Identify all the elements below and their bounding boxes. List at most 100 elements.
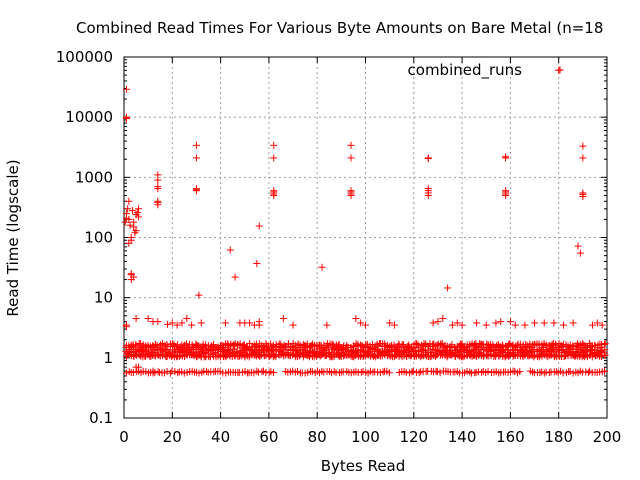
data-point <box>482 321 490 329</box>
data-point <box>258 368 266 376</box>
data-point <box>598 321 606 329</box>
x-tick-label: 140 <box>448 428 477 446</box>
data-point <box>565 345 573 353</box>
data-point <box>197 319 205 327</box>
x-tick-label: 100 <box>351 428 380 446</box>
legend-label: combined_runs <box>408 61 523 80</box>
data-point <box>132 227 140 235</box>
data-point <box>294 367 302 375</box>
data-point <box>183 315 191 323</box>
legend: combined_runs <box>408 61 564 80</box>
data-point <box>569 319 577 327</box>
data-point <box>593 319 601 327</box>
data-point <box>154 368 162 376</box>
data-point <box>163 320 171 328</box>
data-point <box>420 339 428 347</box>
data-point <box>222 369 230 377</box>
x-tick-label: 40 <box>211 428 230 446</box>
data-point <box>588 346 596 354</box>
data-point <box>424 155 432 163</box>
data-point <box>134 363 142 371</box>
tick-labels: 0 20 40 60 80 100 120 140 160 180 200 0.1 1 10 100 1000… <box>56 48 622 446</box>
data-points <box>121 66 609 377</box>
data-point <box>246 319 254 327</box>
data-point <box>322 352 330 360</box>
data-point <box>149 367 157 375</box>
data-point <box>130 223 138 231</box>
plot-frame <box>123 56 608 419</box>
data-point <box>125 215 133 223</box>
y-tick-label: 100 <box>84 229 113 247</box>
data-point <box>280 341 288 349</box>
data-point <box>129 368 137 376</box>
data-point <box>498 341 506 349</box>
data-point <box>347 141 355 149</box>
data-point <box>560 352 568 360</box>
data-point <box>506 318 514 326</box>
data-point <box>270 154 278 162</box>
data-point <box>415 369 423 377</box>
data-point <box>359 342 367 350</box>
data-point <box>173 321 181 329</box>
data-point <box>516 368 524 376</box>
data-point <box>502 154 510 162</box>
axes <box>123 56 608 419</box>
y-tick-label: 1 <box>103 349 113 367</box>
data-point <box>458 321 466 329</box>
data-point <box>128 207 136 215</box>
legend-marker-symbol <box>556 66 564 74</box>
data-point <box>182 347 190 355</box>
data-point <box>385 369 393 377</box>
data-point <box>589 321 597 329</box>
data-point <box>182 340 190 348</box>
data-point <box>453 319 461 327</box>
data-point <box>253 259 261 267</box>
data-point <box>352 315 360 323</box>
data-point <box>168 319 176 327</box>
data-point <box>174 369 182 377</box>
data-point <box>601 367 609 375</box>
data-point <box>379 368 387 376</box>
data-point <box>597 352 605 360</box>
data-point <box>409 367 417 375</box>
data-point <box>250 369 258 377</box>
data-point <box>192 187 200 195</box>
legend-marker <box>556 66 564 74</box>
data-point <box>572 351 580 359</box>
y-axis-label: Read Time (logscale) <box>4 159 22 316</box>
data-point <box>126 221 134 229</box>
data-point <box>408 368 416 376</box>
data-point <box>601 339 609 347</box>
data-point <box>323 321 331 329</box>
data-point <box>497 318 505 326</box>
data-point <box>576 249 584 257</box>
data-point <box>579 193 587 201</box>
data-point <box>154 201 162 209</box>
y-tick-label: 10 <box>94 289 113 307</box>
data-point <box>279 315 287 323</box>
data-point <box>188 321 196 329</box>
data-point <box>125 197 133 205</box>
y-tick-label: 100000 <box>56 48 113 66</box>
data-point <box>221 319 229 327</box>
data-point <box>289 321 297 329</box>
data-point <box>448 321 456 329</box>
data-point <box>270 141 278 149</box>
data-point <box>347 154 355 162</box>
data-point <box>412 340 420 348</box>
data-point <box>386 319 394 327</box>
x-tick-label: 200 <box>593 428 622 446</box>
data-point <box>121 218 129 226</box>
data-point <box>566 367 574 375</box>
data-point <box>318 263 326 271</box>
x-tick-label: 120 <box>399 428 428 446</box>
data-point <box>340 352 348 360</box>
data-point <box>125 239 133 247</box>
data-point <box>521 321 529 329</box>
data-point <box>122 210 130 218</box>
data-point <box>195 291 203 299</box>
data-point <box>122 115 130 123</box>
data-point <box>344 351 352 359</box>
x-tick-label: 180 <box>544 428 573 446</box>
